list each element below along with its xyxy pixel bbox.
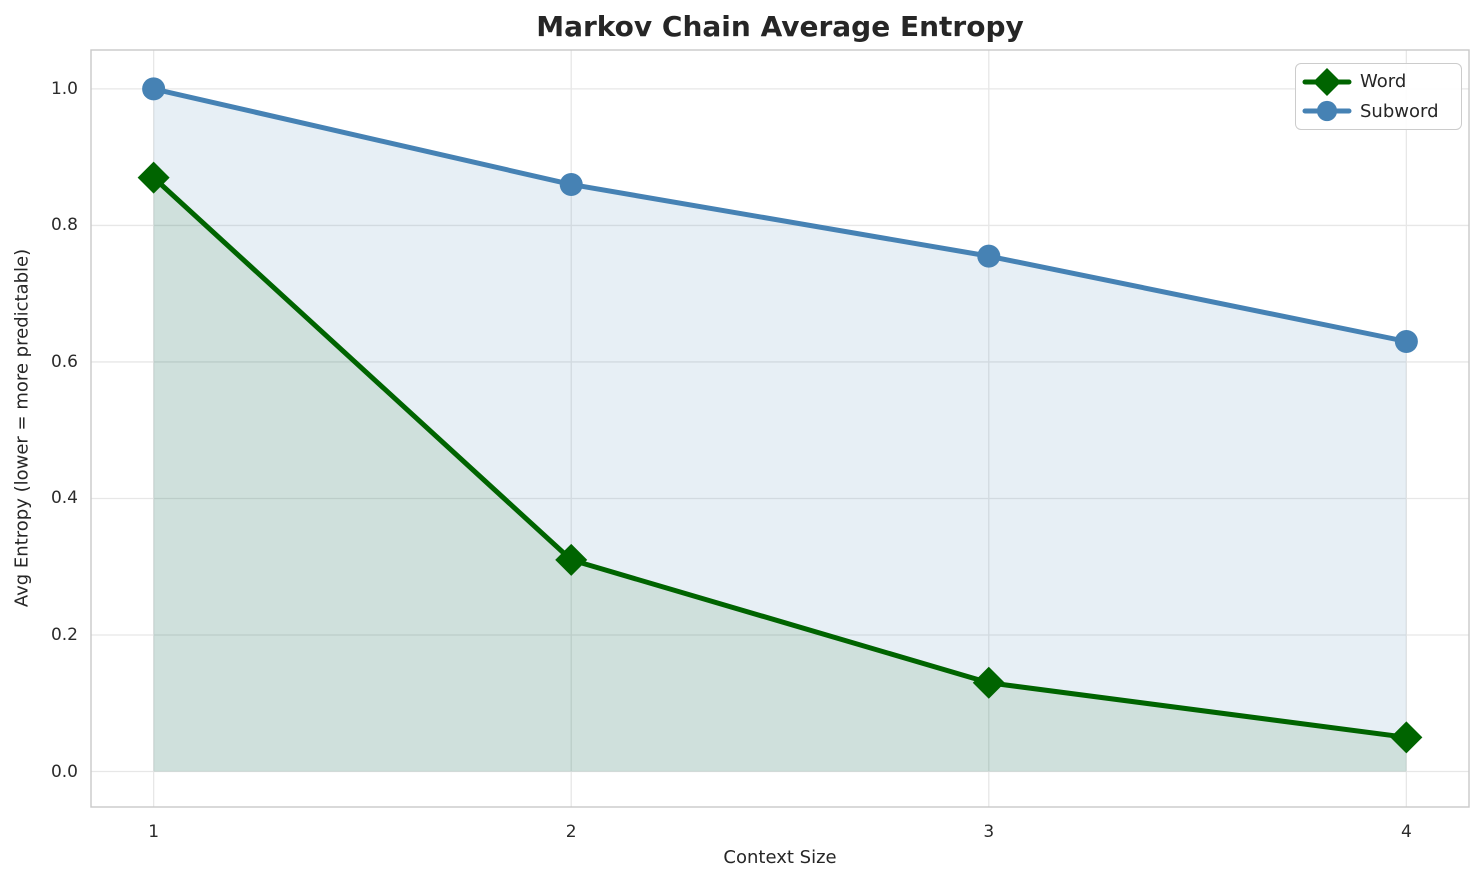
legend: Word Subword [1295, 63, 1462, 130]
y-tick-label-0.4: 0.4 [50, 488, 78, 509]
y-tick-label-0.2: 0.2 [50, 624, 78, 645]
x-tick-label-1: 1 [148, 822, 160, 842]
subword-legend-circle-icon [1302, 101, 1352, 122]
legend-label-subword: Subword [1360, 100, 1439, 122]
y-tick-label-0.6: 0.6 [50, 351, 78, 372]
word-legend-diamond-icon [1302, 67, 1352, 96]
plot-border [90, 49, 1470, 808]
word-marker-2 [555, 543, 588, 576]
subword-line [151, 86, 1409, 344]
legend-item-subword: Subword [1302, 97, 1453, 125]
legend-label-word: Word [1360, 71, 1407, 93]
subword-legend-marker-shape [1316, 101, 1338, 122]
chart-title: Markov Chain Average Entropy [536, 10, 1024, 43]
x-tick-label-3: 3 [983, 822, 995, 842]
x-axis-label: Context Size [723, 847, 837, 868]
word-marker-4 [1390, 721, 1423, 754]
y-axis-label: Avg Entropy (lower = more predictable) [11, 248, 33, 608]
x-tick-label-4: 4 [1400, 822, 1412, 842]
y-tick-label-1.0: 1.0 [50, 78, 78, 99]
word-line [151, 175, 1409, 740]
word-marker-3 [972, 666, 1005, 699]
word-area-fill [153, 177, 1407, 772]
y-tick-label-0.0: 0.0 [50, 761, 78, 782]
subword-marker-1 [142, 77, 166, 101]
word-marker-1 [137, 161, 170, 194]
subword-area-fill [153, 88, 1407, 772]
y-tick-label-0.8: 0.8 [50, 215, 78, 236]
subword-marker-3 [977, 244, 1001, 268]
x-tick-label-2: 2 [565, 822, 577, 842]
subword-marker-2 [559, 172, 583, 196]
legend-item-word: Word [1302, 67, 1453, 96]
subword-marker-4 [1394, 329, 1418, 353]
word-legend-marker-shape [1313, 67, 1341, 96]
